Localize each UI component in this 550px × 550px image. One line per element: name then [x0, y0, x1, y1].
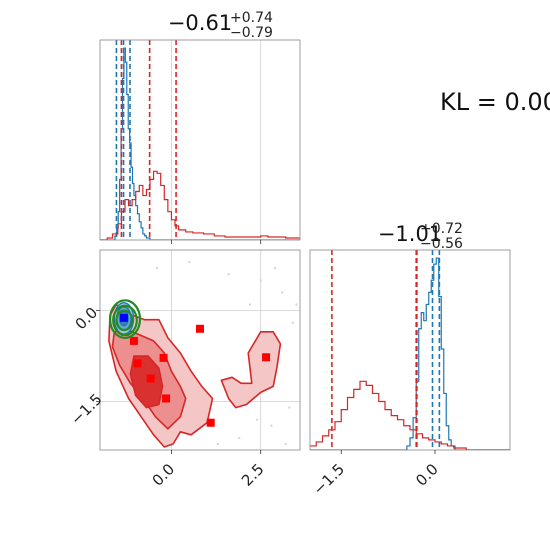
- red-marker: [206, 418, 215, 427]
- faint-sample-point: [227, 273, 230, 276]
- marginal-2-panel: [310, 250, 510, 450]
- faint-sample-point: [249, 303, 251, 306]
- faint-sample-point: [288, 406, 291, 409]
- marginal-1-frame: [99, 39, 301, 241]
- faint-sample-point: [295, 303, 298, 306]
- red-marker: [162, 394, 171, 403]
- histogram-layer: [310, 250, 510, 450]
- faint-sample-point: [238, 436, 241, 439]
- joint-panel: [100, 250, 300, 450]
- faint-sample-point: [188, 261, 191, 264]
- marginal-2-title: −1.01: [378, 222, 442, 246]
- joint-plot-layer: [108, 261, 298, 448]
- marginal-2-upper-error: +0.72: [420, 221, 463, 237]
- faint-sample-point: [281, 291, 284, 294]
- x-tick-label: 2.5: [238, 460, 268, 490]
- faint-sample-point: [256, 418, 259, 421]
- histogram-layer: [100, 40, 300, 240]
- red-contour-outer: [220, 331, 282, 409]
- marginal-2-frame: [309, 249, 511, 451]
- kl-divergence-label: KL = 0.00: [440, 88, 550, 116]
- histogram-red: [310, 380, 510, 450]
- green-contour: [115, 309, 134, 332]
- red-marker: [129, 336, 138, 345]
- red-contour-inner: [129, 355, 164, 409]
- faint-sample-point: [270, 424, 273, 427]
- marginal-1-upper-error: +0.74: [230, 10, 273, 26]
- red-marker: [196, 324, 204, 333]
- marginal-2-median: −1.01: [378, 222, 442, 246]
- histogram-red: [100, 170, 300, 240]
- marginal-2-lower-error: −0.56: [420, 236, 463, 252]
- faint-sample-point: [259, 279, 262, 282]
- faint-sample-point: [156, 267, 159, 270]
- red-marker: [159, 353, 168, 362]
- y-tick-label: 0.0: [72, 304, 102, 334]
- x-tick-label: 0.0: [412, 460, 442, 490]
- green-contour: [112, 304, 138, 336]
- red-marker: [146, 374, 155, 383]
- marginal-1-lower-error: −0.79: [230, 25, 273, 41]
- blue-marker: [119, 313, 128, 322]
- marginal-1-panel: [100, 40, 300, 240]
- marginal-1-title: −0.61: [168, 11, 232, 35]
- green-contour: [108, 299, 142, 339]
- x-tick-label: −1.5: [310, 460, 348, 498]
- histogram-blue: [100, 47, 300, 240]
- red-marker: [262, 353, 271, 362]
- faint-sample-point: [274, 267, 276, 270]
- histogram-blue: [310, 257, 510, 450]
- faint-sample-point: [291, 321, 294, 324]
- red-marker: [133, 359, 142, 368]
- x-tick-label: 0.0: [149, 460, 179, 490]
- faint-sample-point: [284, 442, 287, 445]
- marginal-1-median: −0.61: [168, 11, 232, 35]
- faint-sample-point: [216, 442, 219, 445]
- joint-frame: [99, 249, 301, 451]
